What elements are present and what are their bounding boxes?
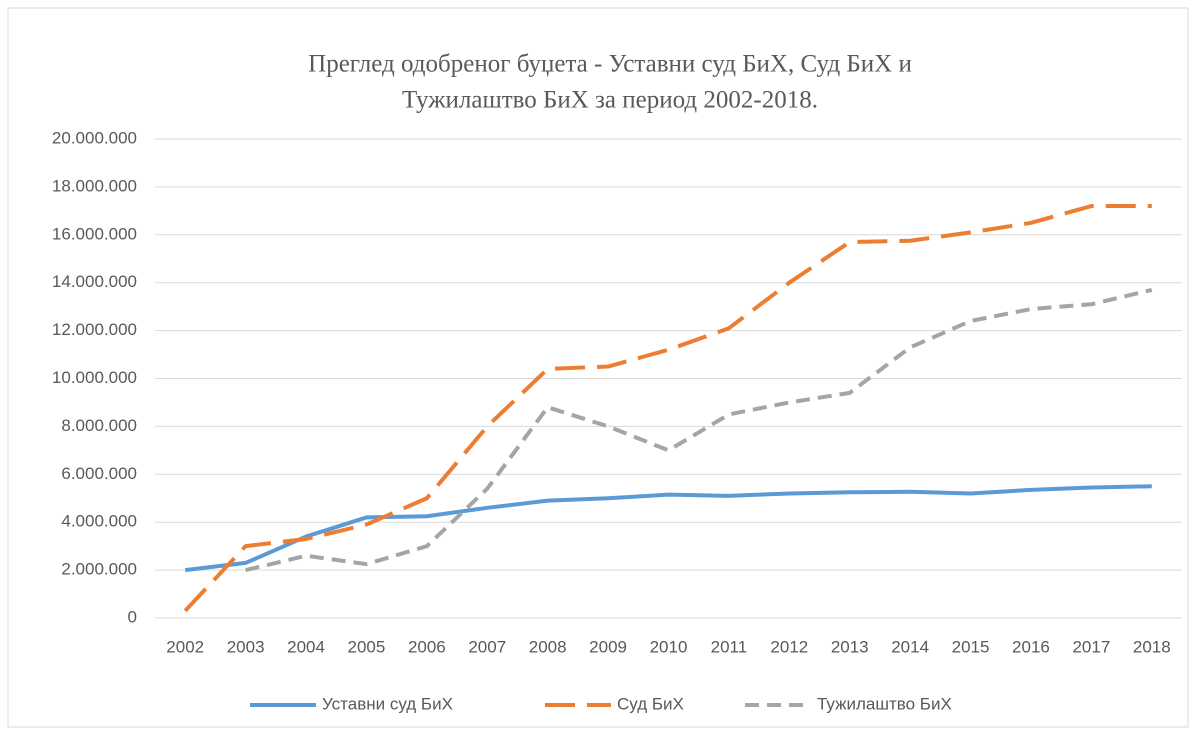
x-tick-label: 2003 — [227, 637, 265, 656]
y-tick-label: 0 — [128, 607, 137, 626]
legend-label: Суд БиХ — [617, 694, 684, 713]
y-tick-label: 6.000.000 — [61, 464, 137, 483]
y-tick-label: 2.000.000 — [61, 560, 137, 579]
x-tick-label: 2009 — [589, 637, 627, 656]
x-tick-label: 2013 — [831, 637, 869, 656]
legend-label: Уставни суд БиХ — [322, 694, 453, 713]
y-tick-label: 12.000.000 — [52, 320, 137, 339]
x-tick-label: 2018 — [1133, 637, 1171, 656]
y-tick-label: 10.000.000 — [52, 368, 137, 387]
x-tick-label: 2014 — [891, 637, 929, 656]
y-tick-label: 14.000.000 — [52, 272, 137, 291]
data-line — [245, 287, 1153, 573]
y-tick-label: 20.000.000 — [52, 128, 137, 147]
x-tick-label: 2010 — [650, 637, 688, 656]
x-tick-label: 2004 — [287, 637, 325, 656]
y-tick-label: 4.000.000 — [61, 512, 137, 531]
chart-title: Тужилаштво БиХ за период 2002-2018. — [402, 87, 818, 114]
data-line — [184, 484, 1152, 573]
x-tick-label: 2008 — [529, 637, 567, 656]
y-tick-label: 18.000.000 — [52, 176, 137, 195]
x-tick-label: 2016 — [1012, 637, 1050, 656]
x-tick-label: 2012 — [770, 637, 808, 656]
legend-label: Тужилаштво БиХ — [817, 694, 952, 713]
x-tick-label: 2007 — [468, 637, 506, 656]
y-tick-label: 8.000.000 — [61, 416, 137, 435]
x-tick-label: 2011 — [711, 637, 748, 656]
x-tick-label: 2017 — [1072, 637, 1110, 656]
x-tick-label: 2006 — [408, 637, 446, 656]
x-tick-label: 2015 — [952, 637, 990, 656]
x-tick-label: 2002 — [166, 637, 204, 656]
x-tick-label: 2005 — [348, 637, 386, 656]
chart-title: Преглед одобреног буџета - Уставни суд Б… — [308, 51, 912, 78]
data-line — [183, 204, 1152, 613]
y-tick-label: 16.000.000 — [52, 224, 137, 243]
